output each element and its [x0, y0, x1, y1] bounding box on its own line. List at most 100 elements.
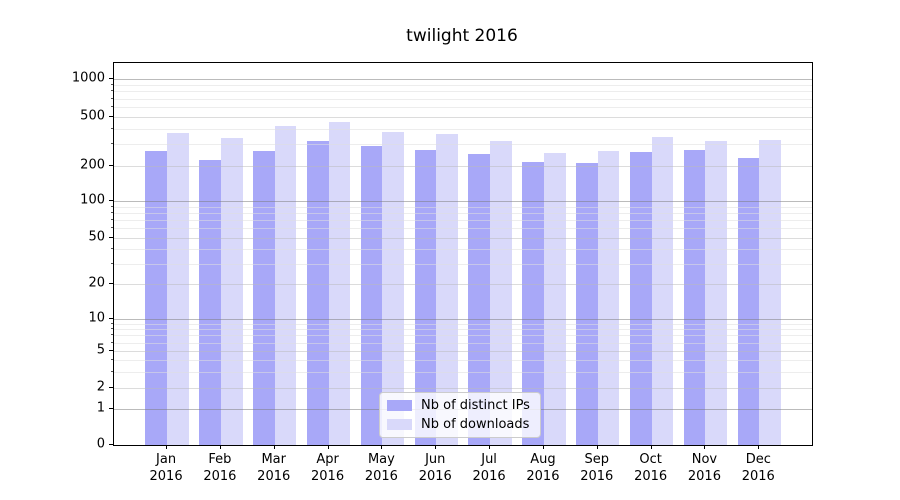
gridline-minor [114, 323, 812, 325]
gridline-minor [114, 144, 812, 146]
x-tick-label: Jun 2016 [418, 452, 452, 484]
bar-downloads-sep [597, 150, 620, 445]
y-tick-mark-minor [111, 90, 113, 92]
gridline-minor [114, 128, 812, 130]
y-tick-mark [109, 164, 113, 166]
y-tick-mark [109, 408, 113, 409]
legend-label: Nb of distinct IPs [421, 398, 530, 413]
gridline-minor [114, 91, 812, 93]
gridline-minor [114, 212, 812, 214]
x-tick-mark [273, 445, 275, 449]
y-tick-label: 1000 [71, 70, 105, 86]
y-tick-mark-minor [111, 219, 113, 221]
x-tick-label: Jan 2016 [149, 452, 183, 484]
bar-downloads-jan [167, 132, 189, 445]
x-tick-label: Mar 2016 [257, 452, 291, 484]
x-tick-mark [596, 445, 598, 449]
y-tick-mark-minor [111, 370, 113, 372]
bar-distinct-ips-dec [737, 157, 760, 445]
bar-downloads-feb [220, 138, 243, 445]
bar-downloads-nov [705, 141, 728, 445]
y-tick-label: 2 [96, 379, 105, 395]
gridline-minor [114, 107, 812, 109]
gridline-minor [114, 206, 812, 208]
x-tick-label: Aug 2016 [526, 452, 560, 484]
y-tick-mark [109, 200, 113, 202]
downloads-swatch [387, 419, 412, 430]
y-tick-label: 100 [80, 192, 105, 208]
bar-distinct-ips-nov [683, 149, 706, 445]
y-tick-label: 10 [88, 310, 105, 326]
y-tick-mark [109, 78, 113, 80]
y-tick-mark-minor [111, 341, 113, 343]
y-tick-label: 1 [96, 400, 105, 416]
bar-distinct-ips-feb [199, 160, 221, 445]
y-tick-label: 500 [80, 108, 105, 124]
bar-distinct-ips-sep [576, 162, 598, 445]
gridline [114, 165, 812, 167]
x-tick-label: Sep 2016 [580, 452, 614, 484]
bar-downloads-oct [651, 136, 674, 445]
y-tick-mark [109, 444, 113, 445]
y-tick-mark-minor [111, 322, 113, 324]
bar-downloads-apr [328, 121, 351, 445]
x-tick-label: Apr 2016 [311, 452, 345, 484]
x-tick-label: Jul 2016 [472, 452, 506, 484]
y-tick-mark [109, 116, 113, 117]
bar-distinct-ips-mar [253, 150, 275, 445]
y-tick-mark [109, 236, 113, 238]
legend: Nb of distinct IPs Nb of downloads [379, 392, 541, 438]
y-tick-mark-minor [111, 97, 113, 99]
legend-item: Nb of distinct IPs [387, 398, 530, 413]
y-tick-mark-minor [111, 248, 113, 250]
x-tick-label: Oct 2016 [634, 452, 668, 484]
y-tick-label: 0 [96, 436, 105, 452]
bar-distinct-ips-apr [306, 141, 329, 445]
gridline [114, 237, 812, 239]
x-tick-mark [758, 445, 760, 449]
gridline-minor [114, 335, 812, 337]
gridline-minor [114, 360, 812, 361]
y-tick-mark-minor [111, 227, 113, 229]
y-tick-mark-minor [111, 334, 113, 336]
y-tick-label: 20 [88, 275, 105, 291]
bar-downloads-aug [543, 153, 566, 445]
x-tick-mark [219, 445, 221, 449]
x-tick-label: Dec 2016 [741, 452, 775, 484]
gridline [114, 79, 812, 81]
y-tick-mark [109, 318, 113, 320]
gridline [114, 201, 812, 203]
x-tick-label: Feb 2016 [203, 452, 237, 484]
y-tick-mark-minor [111, 262, 113, 264]
y-tick-label: 5 [96, 342, 105, 358]
x-tick-label: May 2016 [364, 452, 398, 484]
x-tick-mark [435, 445, 437, 449]
gridline-minor [114, 220, 812, 222]
gridline-minor [114, 371, 812, 373]
y-tick-mark-minor [111, 205, 113, 207]
legend-label: Nb of downloads [421, 417, 530, 432]
gridline [114, 117, 812, 118]
legend-item: Nb of downloads [387, 417, 530, 432]
distinct-ips-swatch [387, 400, 412, 411]
x-tick-mark [327, 445, 329, 449]
gridline [114, 350, 812, 352]
x-tick-mark [381, 445, 383, 449]
gridline [114, 319, 812, 321]
y-tick-mark-minor [111, 127, 113, 129]
gridline-minor [114, 98, 812, 100]
y-tick-label: 200 [80, 157, 105, 173]
x-tick-mark [166, 445, 168, 449]
y-tick-mark-minor [111, 211, 113, 213]
y-tick-mark [109, 387, 113, 388]
bar-downloads-mar [274, 125, 297, 445]
bar-downloads-dec [759, 140, 781, 445]
y-tick-mark-minor [111, 328, 113, 330]
bar-distinct-ips-oct [629, 152, 652, 445]
gridline [114, 388, 812, 389]
y-tick-mark-minor [111, 143, 113, 145]
x-tick-mark [542, 445, 544, 449]
x-tick-mark [704, 445, 706, 449]
gridline-minor [114, 342, 812, 344]
